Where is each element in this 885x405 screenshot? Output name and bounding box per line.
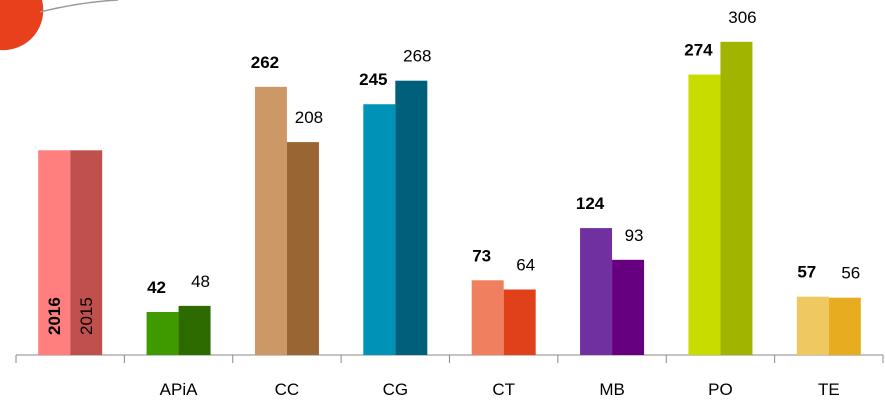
value-label: 208: [295, 108, 323, 127]
bar: [286, 142, 319, 355]
bar: [828, 297, 861, 355]
bar: [580, 228, 613, 355]
value-label: 306: [728, 8, 756, 27]
bar: [503, 289, 536, 355]
x-tick-label: APiA: [160, 380, 198, 399]
value-label: 42: [147, 278, 166, 297]
bar: [796, 296, 829, 355]
value-label: 274: [684, 41, 713, 60]
value-label: 48: [191, 272, 210, 291]
value-label: 73: [472, 246, 491, 265]
corner-swoosh: [39, 0, 119, 13]
corner-badge: [0, 0, 44, 51]
bar: [38, 150, 71, 355]
bar: [178, 305, 211, 355]
value-label: 268: [403, 47, 431, 66]
value-label: 56: [841, 264, 860, 283]
legend-label: 2015: [77, 297, 96, 335]
bar: [395, 80, 428, 355]
x-tick-label: PO: [708, 380, 733, 399]
legend-label: 2016: [45, 297, 64, 335]
value-label: 93: [625, 226, 644, 245]
bar: [612, 259, 645, 355]
bar: [146, 312, 179, 355]
bar: [254, 86, 287, 355]
x-tick-label: TE: [818, 380, 840, 399]
bar: [688, 74, 721, 355]
value-label: 124: [576, 194, 605, 213]
x-tick-label: CT: [492, 380, 515, 399]
bar: [70, 150, 103, 355]
value-label: 64: [516, 255, 535, 274]
value-label: 57: [797, 263, 816, 282]
x-tick-label: CG: [383, 380, 409, 399]
bar: [471, 280, 504, 355]
value-label: 262: [251, 53, 279, 72]
bar: [363, 104, 396, 355]
value-label: 245: [359, 70, 387, 89]
x-tick-label: CC: [275, 380, 300, 399]
bar: [720, 41, 753, 356]
x-tick-label: MB: [599, 380, 625, 399]
